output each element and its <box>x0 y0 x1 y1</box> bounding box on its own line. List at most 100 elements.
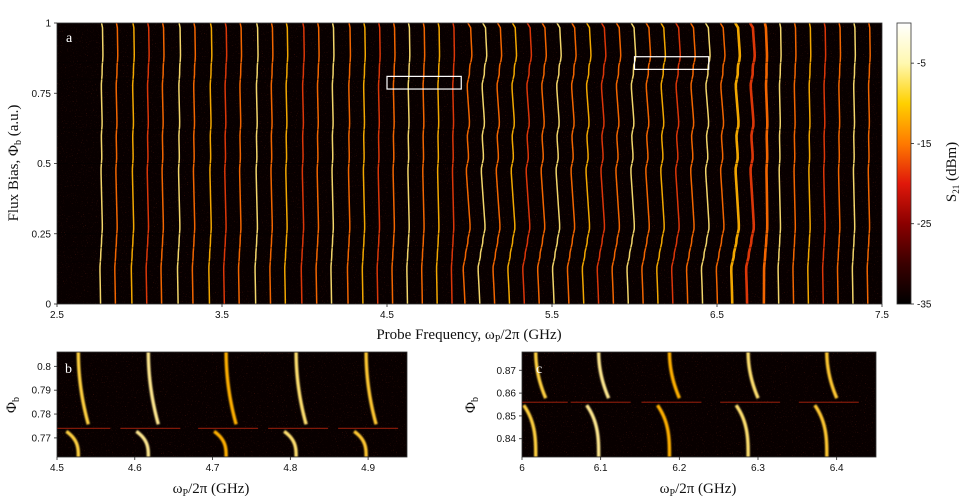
y-tick-label: 0.77 <box>32 433 52 444</box>
resonance-line <box>836 23 842 304</box>
resonance-line <box>462 23 473 304</box>
x-tick-label: 6.1 <box>594 463 608 474</box>
zoom-resonance-upper <box>364 352 378 425</box>
x-tick-label: 4.8 <box>283 463 297 474</box>
y-tick-label: 0 <box>45 300 51 311</box>
x-tick-label: 6.2 <box>672 463 686 474</box>
panel-b-frame <box>56 351 408 458</box>
resonance-line <box>581 23 592 304</box>
highlight-box <box>633 56 710 70</box>
y-tick-label: 0.86 <box>497 389 517 400</box>
y-tick-label: 0.84 <box>497 434 517 445</box>
panel-b-x-ticks: 4.5 4.6 4.7 4.8 4.9 <box>50 457 375 474</box>
zoom-resonance-upper <box>746 352 760 399</box>
x-tick-label: 4.5 <box>50 463 64 474</box>
y-tick-label: 0.79 <box>32 386 52 397</box>
resonance-line <box>361 23 367 304</box>
panel-b-y-ticks: 0.77 0.78 0.79 0.8 <box>32 362 57 444</box>
x-tick-label: 4.9 <box>361 463 375 474</box>
resonance-line <box>522 23 533 304</box>
y-tick-label: 0.75 <box>32 89 52 100</box>
panel-c-resonances <box>522 352 859 457</box>
colorbar: -5 -15 -25 -35 S21 (dBm) <box>896 22 961 311</box>
resonance-line <box>237 23 243 304</box>
panel-a-x-ticks: 2.5 3.5 4.5 5.5 6.5 7.5 <box>50 304 889 321</box>
zoom-resonance-upper <box>667 352 682 399</box>
x-tick-label: 4.6 <box>128 463 142 474</box>
x-tick-label: 5.5 <box>545 310 559 321</box>
y-tick-label: 0.78 <box>32 410 52 421</box>
panel-c-noise <box>522 352 876 457</box>
colorbar-bar <box>896 22 912 305</box>
resonance-line <box>254 23 259 304</box>
resonance-line <box>729 23 742 304</box>
y-tick-label: 0.8 <box>37 362 51 373</box>
resonance-line <box>346 23 352 304</box>
x-tick-label: 4.7 <box>206 463 220 474</box>
resonance-line <box>807 23 812 304</box>
y-tick-label: 0.5 <box>37 159 51 170</box>
resonance-line <box>330 23 335 304</box>
resonance-line <box>160 23 165 304</box>
resonance-line <box>208 23 213 304</box>
panel-c-frame <box>521 351 877 458</box>
resonance-line <box>596 23 607 304</box>
y-tick-label: 0.87 <box>497 366 517 377</box>
resonance-line <box>507 23 518 304</box>
zoom-resonance-lower <box>283 429 298 457</box>
zoom-resonance-upper <box>76 352 90 425</box>
zoom-resonance-lower <box>813 404 829 457</box>
panel-b-x-label: ωP/2π (GHz) <box>173 481 250 499</box>
zoom-resonance-lower <box>65 429 81 457</box>
resonance-line <box>406 23 411 304</box>
resonance-line <box>145 23 150 304</box>
resonance-line <box>536 23 548 304</box>
panel-b-letter: b <box>65 362 72 377</box>
panel-c: c 6 6.1 6.2 6.3 6.4 0.84 0.85 0.86 0.87 ωP/2π (… <box>463 351 877 499</box>
resonance-line <box>477 23 488 304</box>
resonance-line <box>376 23 381 304</box>
resonance-line <box>611 23 622 304</box>
colorbar-tick-label: -25 <box>917 219 932 230</box>
colorbar-tick-label: -35 <box>917 300 932 311</box>
resonance-line <box>566 23 577 304</box>
x-tick-label: 2.5 <box>50 310 64 321</box>
zoom-resonance-upper <box>596 352 611 399</box>
resonance-line <box>222 23 228 304</box>
resonance-line <box>191 23 197 304</box>
resonance-line <box>715 23 726 304</box>
panel-a-resonances <box>57 23 882 304</box>
y-tick-label: 0.25 <box>32 229 52 240</box>
x-tick-label: 3.5 <box>215 310 229 321</box>
resonance-line <box>762 23 769 304</box>
resonance-line <box>851 23 857 304</box>
colorbar-tick-label: -5 <box>917 59 926 70</box>
panel-a-letter: a <box>66 31 73 46</box>
zoom-resonance-lower <box>656 404 672 457</box>
resonance-line <box>269 23 274 304</box>
panel-c-y-ticks: 0.84 0.85 0.86 0.87 <box>497 366 522 445</box>
colorbar-label: S21 (dBm) <box>944 142 961 202</box>
x-tick-label: 6 <box>519 463 525 474</box>
zoom-resonance-lower <box>353 429 368 457</box>
panel-c-y-label: Φb <box>463 397 481 413</box>
panel-a-x-label: Probe Frequency, ωP/2π (GHz) <box>376 327 561 345</box>
zoom-resonance-lower <box>522 404 538 457</box>
resonance-line <box>391 23 396 304</box>
highlight-box <box>386 75 462 90</box>
resonance-line <box>792 23 797 304</box>
x-tick-label: 6.4 <box>830 463 844 474</box>
x-tick-label: 4.5 <box>380 310 394 321</box>
resonance-line <box>284 23 289 304</box>
panel-b: b 4.5 4.6 4.7 4.8 4.9 0.77 0.78 0.79 0.8 ωP/2π … <box>4 351 408 499</box>
resonance-line <box>777 23 782 304</box>
resonance-line <box>315 23 320 304</box>
zoom-resonance-lower <box>585 404 601 457</box>
zoom-resonance-upper <box>534 352 548 399</box>
colorbar-tick-label: -15 <box>917 139 932 150</box>
panel-a: a 2.5 3.5 4.5 5.5 6.5 7.5 0 0.25 0.5 0.75 1 Probe… <box>6 19 889 346</box>
panel-a-highlight-boxes <box>386 56 710 90</box>
y-tick-label: 0.85 <box>497 411 517 422</box>
resonance-line <box>99 23 104 304</box>
